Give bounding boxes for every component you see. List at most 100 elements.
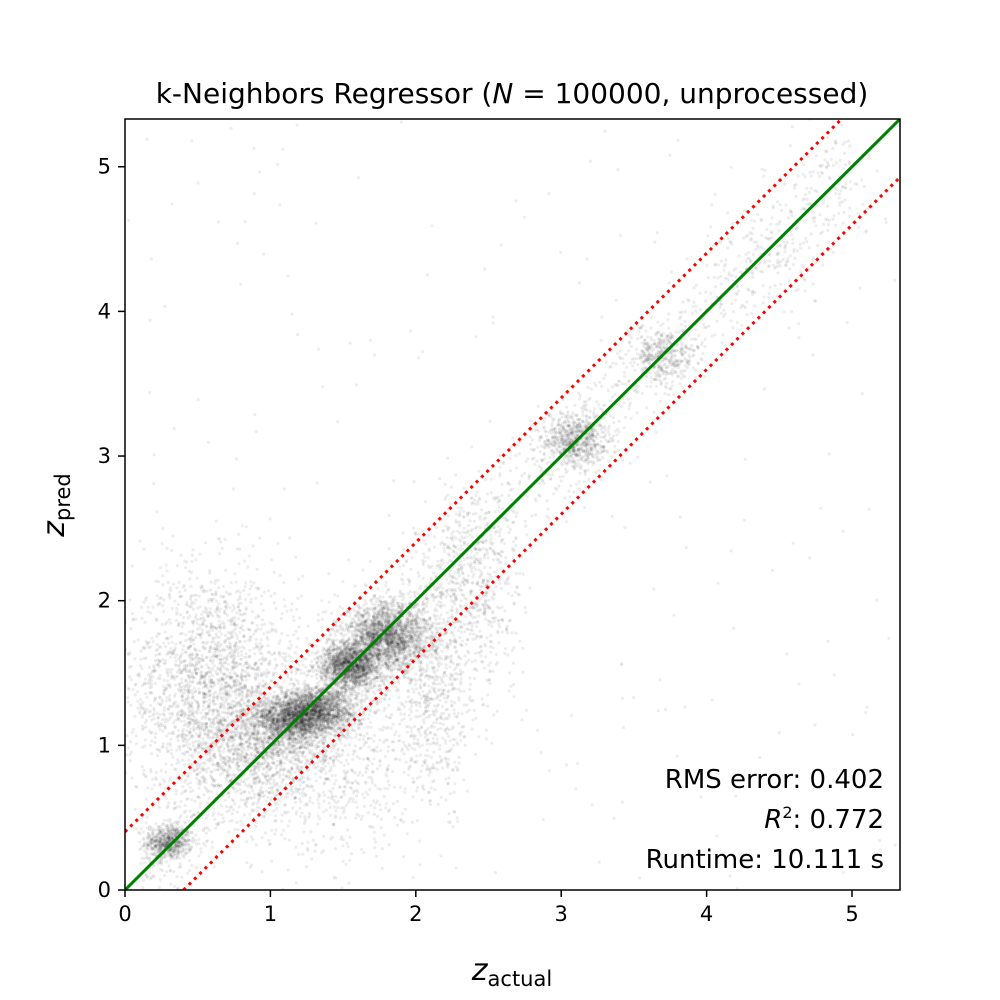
data-point <box>172 852 176 856</box>
data-point <box>253 792 257 796</box>
data-point <box>214 610 218 614</box>
data-point <box>167 864 171 868</box>
data-point <box>209 669 214 673</box>
data-point <box>265 687 269 691</box>
data-point <box>171 730 175 734</box>
data-point <box>148 691 152 695</box>
data-point <box>251 544 255 548</box>
data-point <box>204 816 208 821</box>
data-point <box>282 487 286 491</box>
data-point <box>235 688 240 692</box>
data-point <box>231 699 235 703</box>
data-point <box>173 850 177 854</box>
data-point <box>230 786 234 790</box>
data-point <box>170 548 174 553</box>
data-point <box>205 663 209 667</box>
data-point <box>176 664 180 668</box>
data-point <box>198 552 202 556</box>
data-point <box>166 840 170 844</box>
data-point <box>220 710 224 715</box>
data-point <box>165 734 169 738</box>
data-point <box>145 815 149 820</box>
data-point <box>180 692 184 696</box>
data-point <box>155 839 159 844</box>
data-point <box>185 847 189 851</box>
data-point <box>252 666 256 670</box>
data-point <box>294 555 298 559</box>
data-point <box>141 706 145 711</box>
data-point <box>203 716 207 720</box>
data-point <box>190 696 194 700</box>
data-point <box>128 598 132 602</box>
data-point <box>137 672 141 676</box>
data-point <box>150 787 154 791</box>
data-point <box>233 802 237 806</box>
data-point <box>206 690 210 694</box>
data-point <box>208 607 212 611</box>
data-point <box>234 714 238 718</box>
data-point <box>149 731 153 735</box>
data-point <box>182 855 186 860</box>
data-point <box>262 632 266 636</box>
data-point <box>149 877 153 881</box>
data-point <box>144 656 148 660</box>
data-point <box>178 840 183 844</box>
data-point <box>283 664 287 668</box>
data-point <box>188 577 192 581</box>
data-point <box>161 583 165 587</box>
data-point <box>160 844 164 848</box>
data-point <box>161 822 165 826</box>
data-point <box>243 559 247 563</box>
data-point <box>280 631 284 636</box>
data-point <box>157 849 161 853</box>
data-point <box>169 737 173 741</box>
data-point <box>177 844 182 848</box>
data-point <box>286 824 290 828</box>
data-point <box>228 641 232 645</box>
data-point <box>143 774 147 778</box>
data-point <box>157 842 161 847</box>
data-point <box>273 684 277 688</box>
data-point <box>199 676 203 681</box>
data-point <box>159 834 163 838</box>
data-point <box>188 838 192 843</box>
data-point <box>208 674 212 679</box>
data-point <box>177 846 181 850</box>
data-point <box>172 847 177 851</box>
data-point <box>293 770 297 774</box>
data-point <box>225 809 229 814</box>
data-point <box>227 695 231 699</box>
data-point <box>218 615 222 619</box>
data-point <box>232 808 236 812</box>
data-point <box>197 751 201 755</box>
data-point <box>165 746 169 750</box>
data-point <box>268 630 272 634</box>
data-point <box>183 842 187 846</box>
data-point <box>193 668 197 672</box>
data-point <box>212 659 216 663</box>
data-point <box>270 627 274 631</box>
data-point <box>168 836 172 840</box>
data-point <box>148 611 153 615</box>
data-point <box>149 839 153 843</box>
data-point <box>223 537 227 542</box>
data-point <box>279 617 283 621</box>
data-point <box>157 748 161 752</box>
data-point <box>153 740 157 745</box>
data-point <box>154 844 158 848</box>
data-point <box>174 700 178 704</box>
data-point <box>166 707 170 712</box>
data-point <box>248 655 252 659</box>
data-point <box>231 664 235 668</box>
data-point <box>214 632 218 636</box>
data-point <box>218 738 222 742</box>
data-point <box>190 600 194 604</box>
data-point <box>200 612 204 617</box>
data-point <box>194 655 198 659</box>
data-point <box>277 641 281 646</box>
data-point <box>170 851 174 855</box>
data-point <box>214 592 218 596</box>
data-point <box>158 712 162 717</box>
data-point <box>293 650 297 655</box>
data-point <box>283 837 287 841</box>
